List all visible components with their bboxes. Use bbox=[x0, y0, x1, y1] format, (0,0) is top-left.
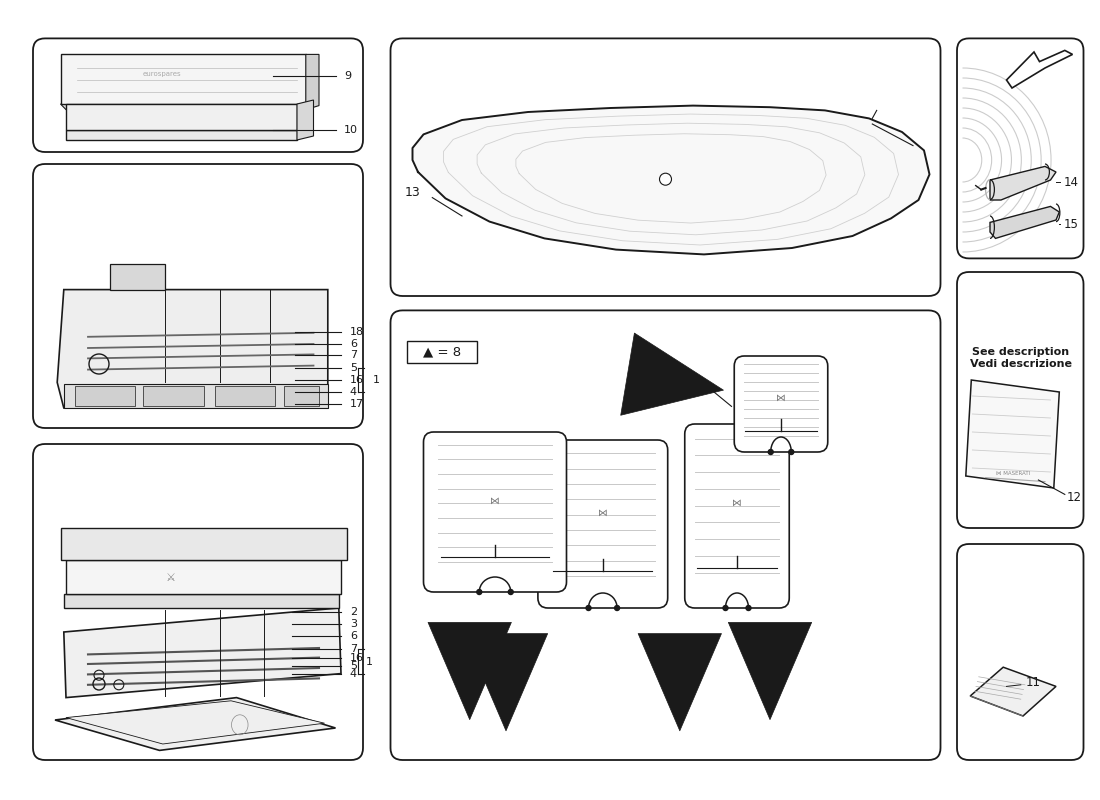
Text: eurospares: eurospares bbox=[99, 556, 275, 628]
Polygon shape bbox=[306, 54, 319, 110]
Text: ⋈ MASERATI: ⋈ MASERATI bbox=[996, 471, 1030, 476]
Text: 2: 2 bbox=[350, 607, 356, 617]
Polygon shape bbox=[143, 386, 204, 406]
Polygon shape bbox=[990, 166, 1056, 200]
FancyBboxPatch shape bbox=[33, 164, 363, 428]
Text: 17: 17 bbox=[350, 399, 364, 409]
FancyBboxPatch shape bbox=[33, 444, 363, 760]
Text: 5: 5 bbox=[350, 363, 356, 373]
Polygon shape bbox=[60, 104, 308, 110]
Polygon shape bbox=[66, 104, 297, 130]
Text: ⋈: ⋈ bbox=[733, 498, 741, 508]
Text: See description: See description bbox=[972, 347, 1069, 357]
Circle shape bbox=[586, 606, 591, 610]
Polygon shape bbox=[970, 667, 1056, 716]
Polygon shape bbox=[66, 130, 297, 140]
Text: 12: 12 bbox=[1067, 491, 1082, 504]
Text: eurospares: eurospares bbox=[528, 556, 704, 628]
FancyBboxPatch shape bbox=[735, 356, 827, 452]
Text: 5: 5 bbox=[350, 662, 356, 671]
Text: 14: 14 bbox=[1064, 176, 1079, 189]
Text: 6: 6 bbox=[350, 631, 356, 641]
Polygon shape bbox=[110, 264, 165, 290]
Polygon shape bbox=[66, 560, 341, 594]
FancyBboxPatch shape bbox=[390, 310, 940, 760]
FancyBboxPatch shape bbox=[957, 272, 1084, 528]
Text: ⋈: ⋈ bbox=[491, 496, 499, 506]
Circle shape bbox=[768, 450, 773, 454]
Polygon shape bbox=[75, 386, 135, 406]
Polygon shape bbox=[990, 206, 1059, 238]
Polygon shape bbox=[214, 386, 275, 406]
Circle shape bbox=[746, 606, 751, 610]
Text: 13: 13 bbox=[405, 186, 420, 198]
Polygon shape bbox=[64, 384, 328, 408]
Text: 18: 18 bbox=[350, 327, 364, 337]
Text: 4: 4 bbox=[350, 387, 356, 397]
Text: 15: 15 bbox=[1064, 218, 1079, 230]
Polygon shape bbox=[66, 701, 324, 744]
FancyBboxPatch shape bbox=[407, 341, 477, 363]
Text: eurospares: eurospares bbox=[528, 60, 704, 132]
Circle shape bbox=[508, 590, 514, 594]
Circle shape bbox=[615, 606, 619, 610]
Text: 16: 16 bbox=[350, 375, 364, 385]
Text: 11: 11 bbox=[1025, 676, 1041, 689]
FancyBboxPatch shape bbox=[684, 424, 790, 608]
Circle shape bbox=[789, 450, 794, 454]
Text: Vedi descrizione: Vedi descrizione bbox=[970, 359, 1071, 369]
Text: eurospares: eurospares bbox=[99, 60, 275, 132]
FancyBboxPatch shape bbox=[424, 432, 566, 592]
FancyBboxPatch shape bbox=[538, 440, 668, 608]
Polygon shape bbox=[412, 106, 930, 254]
Text: 9: 9 bbox=[344, 71, 351, 81]
Text: 3: 3 bbox=[350, 619, 356, 629]
Text: 10: 10 bbox=[344, 126, 359, 135]
Circle shape bbox=[723, 606, 728, 610]
Polygon shape bbox=[64, 594, 339, 608]
Text: ⚔: ⚔ bbox=[165, 573, 176, 582]
Polygon shape bbox=[966, 380, 1059, 488]
Text: 1: 1 bbox=[366, 657, 373, 666]
FancyBboxPatch shape bbox=[390, 38, 940, 296]
Polygon shape bbox=[60, 54, 306, 104]
Text: ▲ = 8: ▲ = 8 bbox=[422, 346, 461, 358]
Text: eurospares: eurospares bbox=[143, 70, 182, 77]
Text: 4: 4 bbox=[350, 670, 356, 679]
Polygon shape bbox=[64, 608, 341, 698]
Polygon shape bbox=[57, 290, 328, 408]
Text: 7: 7 bbox=[350, 350, 356, 360]
Polygon shape bbox=[297, 100, 313, 140]
Text: 7: 7 bbox=[350, 644, 356, 654]
Polygon shape bbox=[284, 386, 319, 406]
Text: ⋈: ⋈ bbox=[777, 392, 785, 402]
Text: ⋈: ⋈ bbox=[598, 507, 607, 518]
Polygon shape bbox=[55, 698, 336, 750]
Text: 6: 6 bbox=[350, 339, 356, 349]
Text: 1: 1 bbox=[373, 375, 380, 385]
Polygon shape bbox=[1006, 50, 1072, 88]
Text: 16: 16 bbox=[350, 653, 364, 662]
FancyBboxPatch shape bbox=[957, 544, 1084, 760]
Circle shape bbox=[476, 590, 482, 594]
FancyBboxPatch shape bbox=[33, 38, 363, 152]
Polygon shape bbox=[60, 528, 346, 560]
Circle shape bbox=[660, 173, 671, 185]
FancyBboxPatch shape bbox=[957, 38, 1084, 258]
